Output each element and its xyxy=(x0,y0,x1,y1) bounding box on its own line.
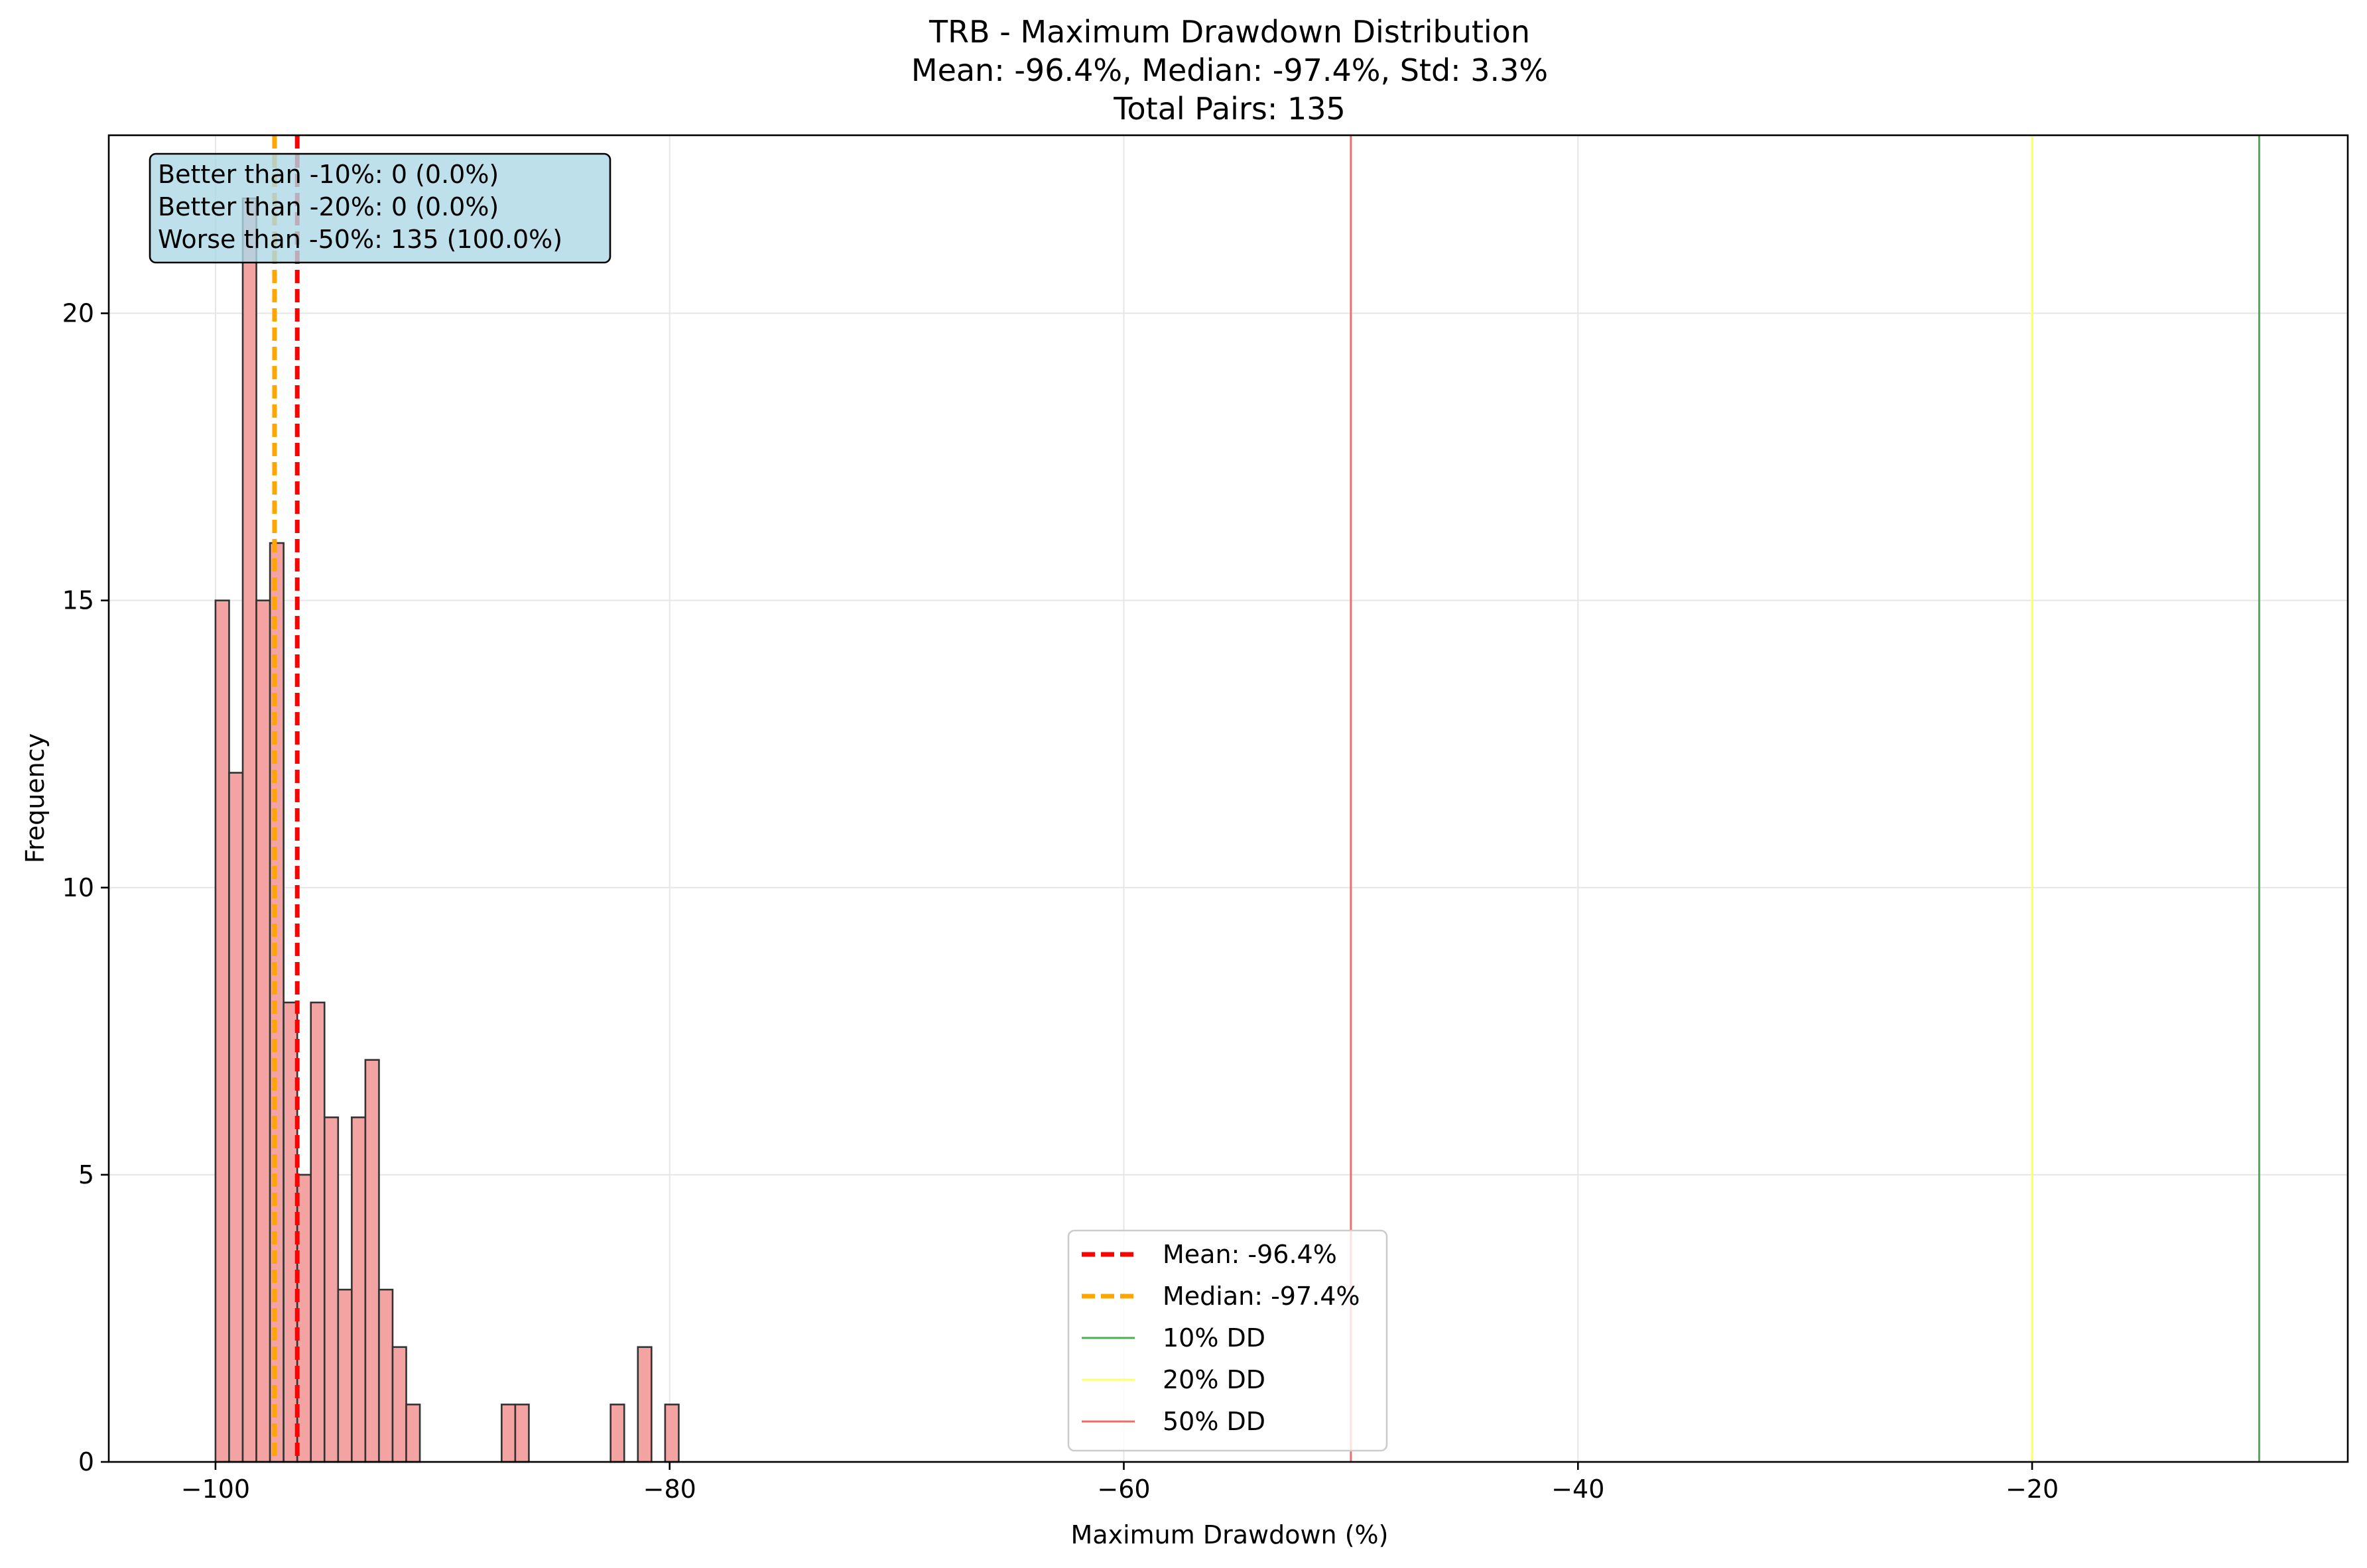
x-tick-label: −80 xyxy=(643,1475,696,1504)
histogram-bar xyxy=(391,1346,407,1463)
histogram-bar xyxy=(405,1404,421,1463)
stats-line-better-10: Better than -10%: 0 (0.0%) xyxy=(158,160,499,189)
legend-label-median: Median: -97.4% xyxy=(1163,1282,1360,1311)
x-tick-label: −20 xyxy=(2006,1475,2059,1504)
histogram-bar xyxy=(255,599,271,1463)
histogram-bar xyxy=(351,1116,367,1463)
y-tick-label: 15 xyxy=(62,586,94,615)
legend-label-20dd: 20% DD xyxy=(1163,1365,1265,1394)
histogram-bar xyxy=(310,1001,326,1463)
x-tick-label: −60 xyxy=(1097,1475,1150,1504)
legend-label-50dd: 50% DD xyxy=(1163,1407,1265,1436)
histogram-bar xyxy=(609,1404,625,1463)
histogram-bar xyxy=(337,1288,353,1463)
axis-ticks: −100 −80 −60 −40 −20 0 5 10 15 20 xyxy=(62,299,2059,1504)
histogram-bar xyxy=(323,1116,340,1463)
histogram-bar xyxy=(637,1346,653,1463)
legend-label-mean: Mean: -96.4% xyxy=(1163,1240,1337,1269)
y-tick-label: 0 xyxy=(78,1447,94,1477)
x-tick-label: −100 xyxy=(181,1475,250,1504)
legend-background xyxy=(1067,1229,1388,1452)
legend-label-10dd: 10% DD xyxy=(1163,1323,1265,1353)
y-tick-label: 10 xyxy=(62,873,94,902)
histogram-bar xyxy=(228,772,244,1463)
histogram-bar xyxy=(664,1404,680,1463)
y-tick-label: 20 xyxy=(62,299,94,328)
stats-box-background xyxy=(149,152,611,264)
histogram-bar xyxy=(364,1059,380,1463)
histogram-bar xyxy=(241,197,257,1463)
histogram-bar xyxy=(214,599,230,1463)
y-tick-label: 5 xyxy=(78,1160,94,1189)
chart-title-line-1: TRB - Maximum Drawdown Distribution xyxy=(928,14,1530,50)
legend: Mean: -96.4% Median: -97.4% 10% DD 20% D… xyxy=(1067,1229,1388,1452)
x-tick-label: −40 xyxy=(1551,1475,1604,1504)
y-axis-label: Frequency xyxy=(21,733,50,863)
plot-frame xyxy=(107,134,2349,1463)
x-axis-label: Maximum Drawdown (%) xyxy=(1071,1520,1389,1549)
stats-line-worse-50: Worse than -50%: 135 (100.0%) xyxy=(158,225,562,254)
histogram-bar xyxy=(501,1404,517,1463)
stats-line-better-20: Better than -20%: 0 (0.0%) xyxy=(158,192,499,221)
chart-title-line-2: Mean: -96.4%, Median: -97.4%, Std: 3.3% xyxy=(911,52,1548,88)
chart-title-line-3: Total Pairs: 135 xyxy=(1113,91,1346,127)
stats-box: Better than -10%: 0 (0.0%) Better than -… xyxy=(149,152,611,264)
histogram-bar xyxy=(514,1404,530,1463)
histogram-bar xyxy=(378,1288,394,1463)
